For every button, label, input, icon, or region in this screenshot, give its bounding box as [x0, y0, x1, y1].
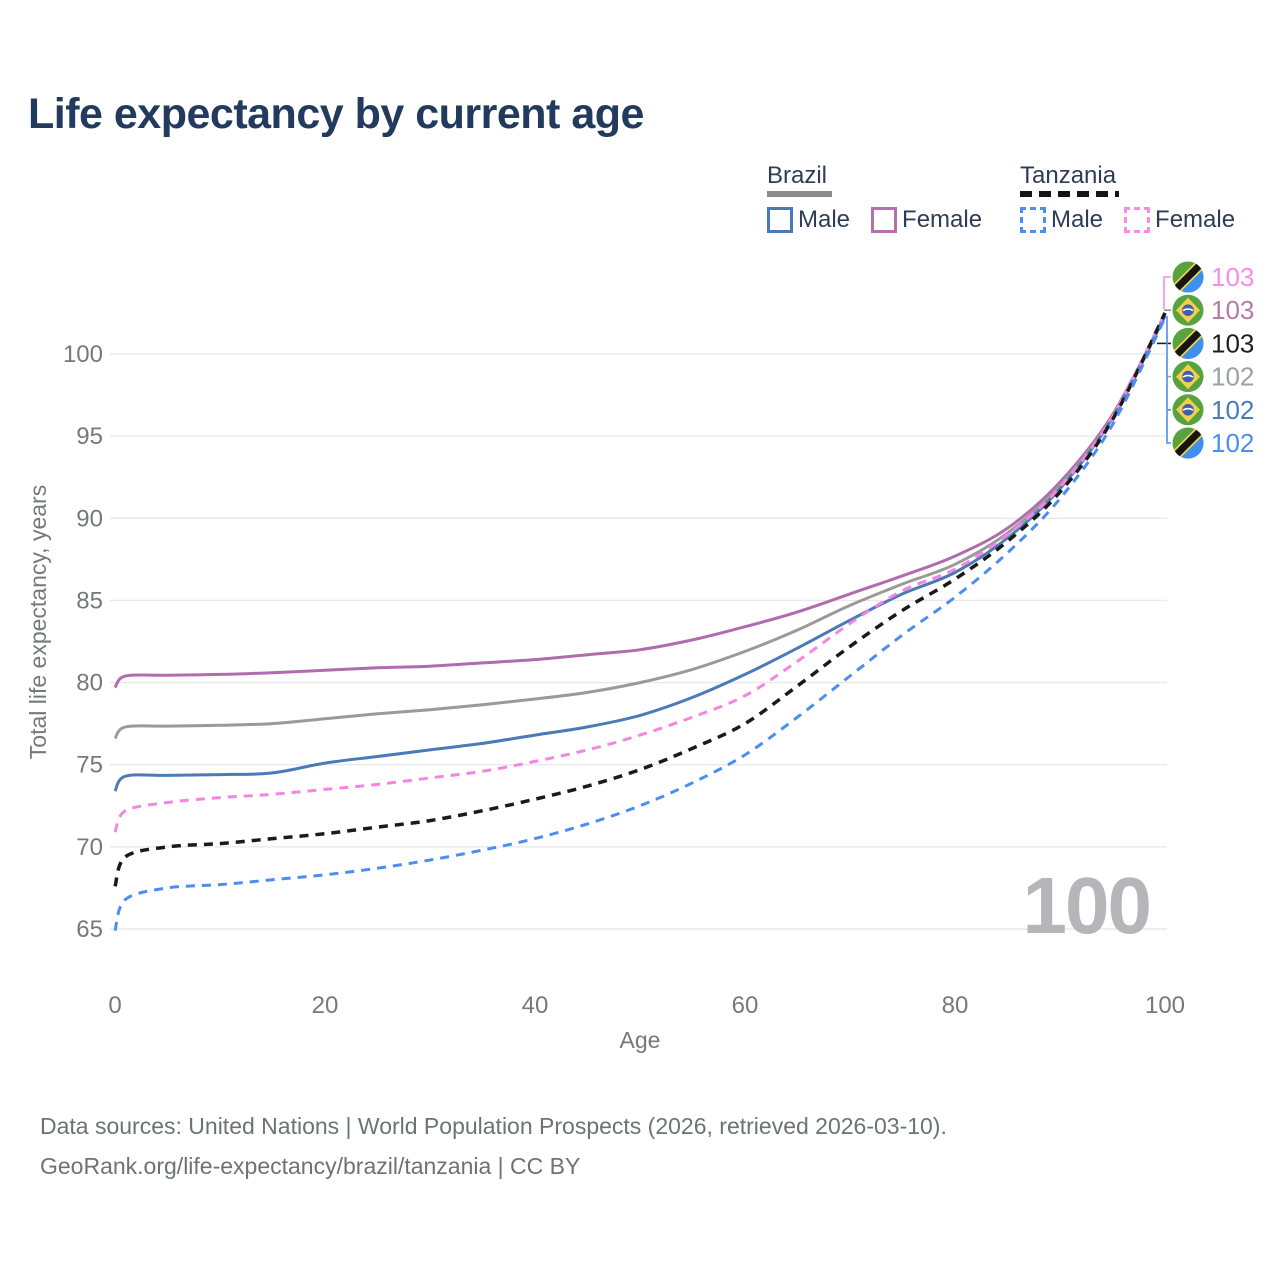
tanzania-flag-icon [1172, 261, 1204, 293]
legend-toggle-brazil-male[interactable]: Male [767, 206, 850, 234]
x-tick-0: 0 [108, 992, 121, 1019]
end-label-brazil-female: 103 [1211, 295, 1254, 325]
x-tick-40: 40 [522, 992, 549, 1019]
legend-group-brazil: Brazil Male Female [767, 163, 1003, 234]
series-line-tanzania-male[interactable] [113, 317, 1167, 932]
x-tick-60: 60 [732, 992, 759, 1019]
x-tick-80: 80 [942, 992, 969, 1019]
footer-attribution-line[interactable]: GeoRank.org/life-expectancy/brazil/tanza… [40, 1153, 581, 1179]
series-line-brazil-male[interactable] [113, 315, 1167, 792]
y-tick-75: 75 [76, 752, 103, 779]
end-label-brazil-male: 102 [1211, 395, 1254, 425]
label-connector-4 [1166, 316, 1171, 444]
series-line-tanzania-female[interactable] [113, 312, 1167, 833]
tanzania-flag-icon [1172, 427, 1204, 459]
legend-brazil-title: Brazil [767, 162, 828, 189]
legend-tanzania-female-label[interactable]: Female [1155, 206, 1236, 233]
end-label-tanzania-total: 103 [1211, 328, 1254, 358]
y-tick-70: 70 [76, 834, 103, 861]
data-source-footer: Data sources: United Nations | World Pop… [40, 1106, 947, 1186]
legend-tanzania-title: Tanzania [1020, 162, 1117, 189]
y-tick-80: 80 [76, 670, 103, 697]
data-series[interactable] [113, 312, 1167, 932]
y-tick-65: 65 [76, 916, 103, 943]
legend-toggle-tanzania-female[interactable]: Female [1124, 206, 1235, 234]
legend-group-tanzania: Tanzania Male Female [1020, 163, 1256, 234]
legend-brazil-line-swatch [767, 191, 832, 197]
brazil-female-checkbox[interactable] [871, 207, 898, 233]
footer-sources-line: Data sources: United Nations | World Pop… [40, 1113, 947, 1139]
y-tick-100: 100 [63, 341, 103, 368]
series-line-tanzania-total[interactable] [113, 312, 1167, 887]
label-connector-0 [1163, 276, 1171, 309]
age-readout-watermark: 100 [1022, 861, 1152, 950]
y-tick-85: 85 [76, 587, 103, 614]
brazil-flag-icon [1172, 394, 1204, 426]
x-tick-20: 20 [312, 992, 339, 1019]
gridlines [110, 353, 1167, 930]
legend-brazil-female-label[interactable]: Female [902, 206, 983, 233]
x-tick-100: 100 [1145, 992, 1185, 1019]
page-title: Life expectancy by current age [28, 90, 644, 138]
brazil-male-checkbox[interactable] [767, 207, 793, 233]
end-label-tanzania-male: 102 [1211, 428, 1254, 458]
y-tick-95: 95 [76, 423, 103, 450]
brazil-flag-icon [1172, 361, 1204, 393]
legend-brazil-male-label[interactable]: Male [798, 206, 851, 233]
tanzania-female-checkbox[interactable] [1124, 207, 1151, 233]
axis-labels: 65 70 75 80 85 90 95 100 0 20 40 60 80 100 Age Total li… [25, 341, 1185, 1053]
legend-toggle-tanzania-male[interactable]: Male [1020, 206, 1103, 234]
series-line-brazil-female[interactable] [113, 313, 1167, 689]
legend-toggle-brazil-female[interactable]: Female [871, 206, 982, 234]
brazil-flag-icon [1172, 294, 1204, 326]
tanzania-male-checkbox[interactable] [1020, 207, 1046, 233]
end-label-tanzania-female: 103 [1211, 262, 1254, 292]
end-label-brazil-total: 102 [1211, 362, 1254, 392]
legend-tanzania-line-swatch [1020, 191, 1119, 197]
legend-tanzania-male-label[interactable]: Male [1051, 206, 1104, 233]
tanzania-flag-icon [1172, 327, 1204, 359]
x-axis-title: Age [620, 1027, 661, 1053]
y-axis-title: Total life expectancy, years [25, 485, 51, 759]
y-tick-90: 90 [76, 505, 103, 532]
